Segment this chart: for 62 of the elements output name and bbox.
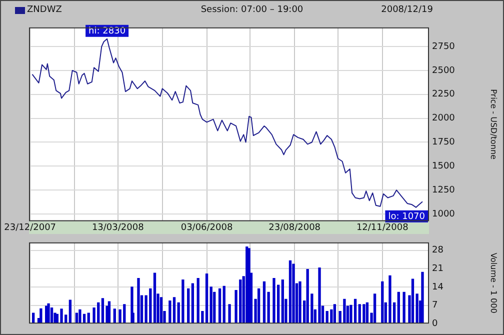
- bar: [318, 267, 321, 324]
- y-tick-label: 0: [432, 318, 438, 329]
- x-tick-label: 23/08/2008: [268, 222, 321, 233]
- bar: [40, 308, 42, 324]
- x-tick-label: 12/11/2008: [356, 222, 409, 233]
- y-axis-title: Volume - 1 000: [489, 252, 498, 314]
- bar: [402, 292, 406, 324]
- y-tick-label: 1500: [432, 162, 456, 172]
- bar: [262, 281, 266, 324]
- bar: [411, 278, 414, 324]
- bar: [78, 309, 82, 324]
- bar: [218, 288, 222, 324]
- bar: [281, 280, 284, 324]
- y-tick-label: 2750: [432, 42, 456, 52]
- bar: [421, 272, 424, 324]
- bar: [354, 298, 357, 324]
- bar: [153, 272, 156, 324]
- bar: [168, 300, 172, 324]
- y-tick-label: 2250: [432, 90, 456, 100]
- bar: [182, 280, 184, 324]
- y-axis-title: Price - USD/tonne: [489, 89, 498, 160]
- y-tick-label: 1250: [432, 185, 456, 196]
- x-tick-label: 13/03/2008: [92, 222, 144, 233]
- bar: [298, 281, 302, 324]
- bar: [187, 288, 190, 324]
- bar: [172, 297, 176, 324]
- bar: [257, 288, 260, 324]
- y-tick-label: 28: [432, 246, 444, 256]
- x-tick-label: 03/06/2008: [180, 222, 233, 233]
- y-tick-label: 2000: [432, 114, 456, 124]
- y-tick-label: 2500: [432, 66, 456, 76]
- x-tick-label: 23/12/2007: [4, 222, 56, 233]
- bar: [101, 298, 104, 324]
- bar: [47, 303, 50, 324]
- bar: [228, 304, 231, 324]
- bar: [397, 292, 400, 324]
- y-tick-label: 7: [432, 300, 438, 311]
- text: 2008/12/19: [381, 5, 433, 15]
- y-tick-label: 1000: [432, 209, 456, 220]
- bar: [205, 274, 208, 324]
- y-tick-label: 1750: [432, 138, 456, 148]
- bar: [160, 297, 163, 324]
- bar: [292, 264, 295, 324]
- bar: [68, 300, 72, 324]
- chart-subtitle: Session: 07:00 – 19:00: [200, 5, 304, 15]
- bar: [388, 275, 392, 324]
- y-tick-label: 14: [432, 282, 444, 292]
- y-tick-label: 21: [432, 264, 444, 274]
- bar: [222, 286, 226, 324]
- bar: [373, 294, 376, 324]
- bar: [191, 283, 194, 324]
- bar: [60, 308, 63, 324]
- legend-label: ZNDWZ: [27, 5, 62, 15]
- bar: [381, 281, 384, 324]
- bar: [210, 286, 212, 324]
- bar: [137, 278, 140, 324]
- bar: [362, 304, 366, 324]
- bar: [333, 304, 336, 324]
- bar: [343, 298, 346, 324]
- bar: [288, 260, 292, 324]
- annotation: lo: 1070: [388, 212, 426, 222]
- bar: [272, 278, 276, 324]
